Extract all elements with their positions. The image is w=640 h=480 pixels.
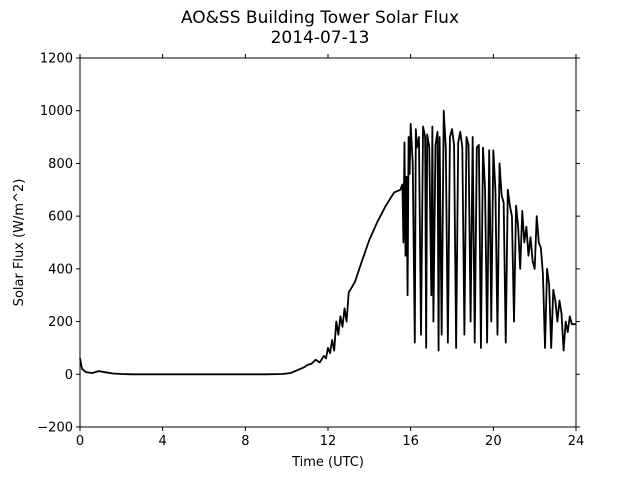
y-tick-label: 1200 [40,52,73,67]
x-tick-label: 0 [76,434,84,449]
y-tick-label: 800 [48,157,73,172]
y-tick-label: −200 [37,421,73,436]
chart-title: AO&SS Building Tower Solar Flux [180,8,460,28]
x-tick-label: 8 [241,434,249,449]
plot-frame [79,57,577,428]
y-tick-label: 0 [65,368,73,383]
x-tick-label: 12 [320,434,337,449]
x-tick-label: 24 [568,434,585,449]
x-axis-label: Time (UTC) [291,455,364,470]
y-tick-label: 200 [48,315,73,330]
chart-subtitle: 2014-07-13 [270,28,370,48]
y-tick-label: 1000 [40,104,73,119]
series-line [79,109,576,376]
y-tick-label: 400 [48,262,73,277]
x-tick-label: 4 [159,434,167,449]
x-tick-label: 20 [485,434,502,449]
y-tick-label: 600 [48,210,73,225]
y-axis-label: Solar Flux (W/m^2) [12,179,27,307]
x-tick-label: 16 [402,434,419,449]
